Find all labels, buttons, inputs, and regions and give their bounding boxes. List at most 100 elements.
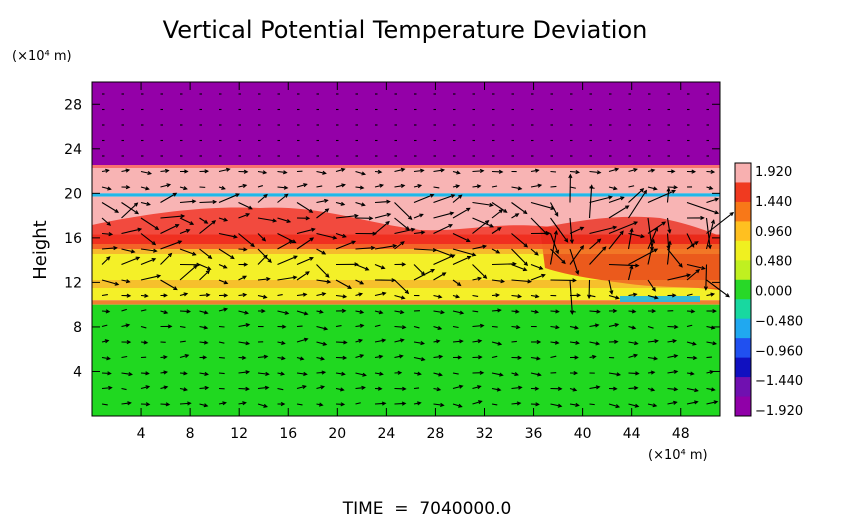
wind-arrow [550,403,562,407]
wind-arrow-head [340,167,346,172]
wind-arrow [179,248,196,256]
wind-arrow [706,325,715,329]
wind-arrow [257,255,268,265]
wind-arrow [569,217,573,243]
wind-arrow-head [125,323,131,328]
wind-arrow-head [282,170,288,175]
wind-arrow [179,402,191,405]
wind-arrow [140,186,149,190]
wind-arrow-head [192,251,197,256]
wind-arrow [628,188,644,203]
wind-arrow-head [320,385,326,390]
wind-arrow [335,341,347,344]
wind-arrow-head [639,188,645,193]
wind-arrow [199,270,210,281]
wind-arrow-head [261,308,266,314]
wind-arrow-head [643,189,647,195]
wind-arrow [238,213,250,219]
wind-arrow-head [378,310,384,315]
wind-arrow-head [145,402,151,407]
wind-arrow [218,232,237,238]
wind-arrow [296,202,313,213]
wind-arrow [277,170,287,174]
wind-arrow [511,248,528,266]
wind-arrow-head [293,255,298,260]
wind-arrow-head [650,168,656,173]
wind-arrow [199,217,208,224]
wind-arrow-head [212,199,218,204]
wind-arrow [589,226,617,235]
wind-arrow-head [455,184,461,189]
wind-arrow-head [729,211,735,217]
wind-arrow [628,248,658,265]
wind-arrow [647,403,657,407]
x-tick-label: 8 [186,426,195,442]
wind-arrow-head [449,211,455,216]
wind-arrow-head [321,292,327,297]
wind-arrow-head [596,170,602,175]
heatmap-band [92,300,720,305]
colorbar-label: −1.920 [755,404,803,419]
wind-arrow [472,324,484,328]
wind-arrow [140,385,150,390]
wind-arrow-head [466,255,472,260]
wind-arrow [394,279,409,294]
wind-arrow [199,201,216,204]
wind-arrow-head [364,266,370,271]
wind-arrow-head [205,292,211,298]
wind-arrow-head [245,370,251,375]
wind-arrow [472,277,481,281]
wind-arrow-head [347,285,352,289]
wind-arrow [686,293,693,297]
wind-arrow-head [399,354,404,359]
wind-arrow [550,325,559,329]
wind-arrow-head [419,213,424,218]
y-unit-label: (×10⁴ m) [12,49,72,64]
wind-arrow-head [595,385,601,390]
wind-arrow-head [450,194,456,199]
wind-arrow-head [354,262,359,267]
wind-arrow [140,201,150,206]
wind-arrow [511,386,522,390]
wind-arrow [179,217,194,225]
wind-arrow [433,169,444,173]
wind-arrow-head [204,385,210,391]
wind-arrow [374,221,390,234]
wind-arrow [316,279,331,283]
wind-arrow-head [609,290,614,295]
x-tick-label: 4 [137,426,146,442]
wind-arrow [511,402,521,405]
wind-arrow [355,386,365,390]
wind-arrow [355,310,364,314]
wind-arrow [394,184,405,188]
wind-arrow-head [575,402,580,407]
wind-arrow-head [437,294,443,299]
wind-arrow [647,186,657,190]
wind-arrow [569,325,578,329]
wind-arrow-head [575,169,581,175]
wind-arrow [374,339,386,343]
wind-arrow-head [105,309,111,314]
wind-arrow-head [244,310,249,315]
wind-arrow-head [361,171,367,176]
wind-arrow-head [477,339,483,344]
colorbar-swatch [735,318,751,339]
wind-arrow-head [654,295,659,300]
wind-arrow-head [400,167,406,172]
wind-arrow [686,241,699,250]
wind-arrow-head [286,218,292,223]
wind-arrow [667,355,678,359]
wind-arrow [550,310,559,313]
wind-arrow-head [264,385,270,390]
orange-streak [92,244,720,254]
colorbar-swatch [735,279,751,300]
x-tick-label: 20 [328,426,346,442]
wind-arrow [452,385,463,390]
wind-arrow [472,201,493,206]
wind-arrow-head [263,254,268,259]
wind-arrow [394,355,403,359]
wind-arrow-head [694,400,699,405]
wind-arrow-head [319,309,324,314]
wind-arrow [491,372,503,376]
wind-arrow [706,401,718,405]
